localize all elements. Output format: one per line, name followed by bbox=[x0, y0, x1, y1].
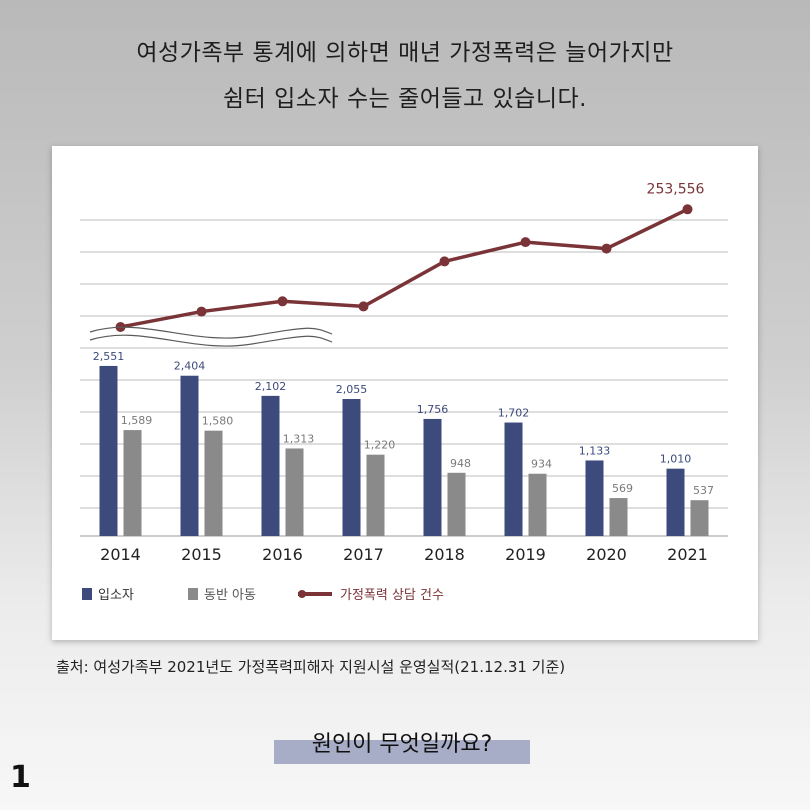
data-label-admitted-2020: 1,133 bbox=[579, 444, 611, 457]
bar-admitted-2015 bbox=[180, 375, 199, 536]
legend-label-admitted: 입소자 bbox=[98, 588, 134, 603]
line-point-2017 bbox=[358, 301, 369, 312]
line-point-2018 bbox=[439, 256, 450, 267]
legend-label-counseling: 가정폭력 상담 건수 bbox=[340, 588, 444, 603]
bar-admitted-2019 bbox=[504, 422, 523, 536]
data-label-children-2020: 569 bbox=[612, 482, 633, 495]
data-label-children-2021: 537 bbox=[693, 484, 714, 497]
data-label-children-2015: 1,580 bbox=[202, 415, 234, 428]
bar-children-2020 bbox=[609, 498, 628, 536]
data-label-children-2016: 1,313 bbox=[283, 432, 315, 445]
page-number: 1 bbox=[10, 760, 31, 795]
bar-admitted-2014 bbox=[99, 365, 118, 536]
bar-children-2014 bbox=[123, 430, 142, 536]
x-tick-label-2017: 2017 bbox=[343, 545, 384, 564]
data-label-admitted-2021: 1,010 bbox=[660, 453, 692, 466]
bar-children-2015 bbox=[204, 430, 223, 536]
data-label-children-2014: 1,589 bbox=[121, 414, 153, 427]
x-tick-label-2019: 2019 bbox=[505, 545, 546, 564]
data-label-children-2018: 948 bbox=[450, 457, 471, 470]
bar-admitted-2020 bbox=[585, 460, 604, 536]
bar-children-2019 bbox=[528, 473, 547, 536]
line-point-2021 bbox=[682, 204, 693, 215]
question-box: 원인이 무엇일까요? bbox=[274, 726, 536, 764]
data-label-children-2017: 1,220 bbox=[364, 439, 396, 452]
line-point-2015 bbox=[196, 306, 207, 317]
x-tick-label-2018: 2018 bbox=[424, 545, 465, 564]
source-note: 출처: 여성가족부 2021년도 가정폭력피해자 지원시설 운영실적(21.12… bbox=[56, 658, 566, 676]
bar-admitted-2017 bbox=[342, 399, 361, 536]
line-point-2016 bbox=[277, 296, 288, 307]
x-tick-label-2015: 2015 bbox=[181, 545, 222, 564]
data-label-admitted-2017: 2,055 bbox=[336, 383, 368, 396]
bar-admitted-2021 bbox=[666, 468, 685, 536]
bar-children-2017 bbox=[366, 454, 385, 536]
data-label-admitted-2014: 2,551 bbox=[93, 350, 125, 363]
legend-swatch-admitted bbox=[82, 588, 92, 600]
bar-children-2016 bbox=[285, 448, 304, 536]
headline-line-2: 쉼터 입소자 수는 줄어들고 있습니다. bbox=[223, 86, 587, 112]
axis-break-mark-lower bbox=[89, 334, 333, 347]
data-label-admitted-2019: 1,702 bbox=[498, 407, 530, 420]
legend-dot-counseling bbox=[298, 590, 306, 598]
line-series-counseling bbox=[120, 207, 689, 329]
question-text: 원인이 무엇일까요? bbox=[311, 732, 493, 757]
chart-card: 2,551 1,589 2014 2,404 1,580 2015 2,102 1,313 20… bbox=[52, 146, 758, 640]
line-end-label: 253,556 bbox=[647, 181, 705, 197]
headline-line-1: 여성가족부 통계에 의하면 매년 가정폭력은 늘어가지만 bbox=[136, 40, 674, 66]
legend-label-children: 동반 아동 bbox=[204, 588, 256, 603]
bar-children-2018 bbox=[447, 472, 466, 536]
line-point-2019 bbox=[520, 237, 531, 248]
x-tick-label-2021: 2021 bbox=[667, 545, 708, 564]
bar-admitted-2016 bbox=[261, 395, 280, 536]
data-label-children-2019: 934 bbox=[531, 458, 552, 471]
chart: 2,551 1,589 2014 2,404 1,580 2015 2,102 1,313 20… bbox=[80, 181, 728, 603]
axis-break-mark-upper bbox=[89, 326, 333, 339]
x-tick-label-2016: 2016 bbox=[262, 545, 303, 564]
bar-admitted-2018 bbox=[423, 418, 442, 536]
data-label-admitted-2018: 1,756 bbox=[417, 403, 449, 416]
question-highlight bbox=[274, 740, 530, 764]
data-label-admitted-2015: 2,404 bbox=[174, 360, 206, 373]
data-label-admitted-2016: 2,102 bbox=[255, 380, 287, 393]
bar-children-2021 bbox=[690, 500, 709, 536]
headline: 여성가족부 통계에 의하면 매년 가정폭력은 늘어가지만 쉼터 입소자 수는 줄… bbox=[0, 30, 810, 122]
legend-swatch-children bbox=[188, 588, 198, 600]
x-tick-label-2020: 2020 bbox=[586, 545, 627, 564]
line-point-2020 bbox=[601, 243, 612, 254]
x-tick-label-2014: 2014 bbox=[100, 545, 141, 564]
